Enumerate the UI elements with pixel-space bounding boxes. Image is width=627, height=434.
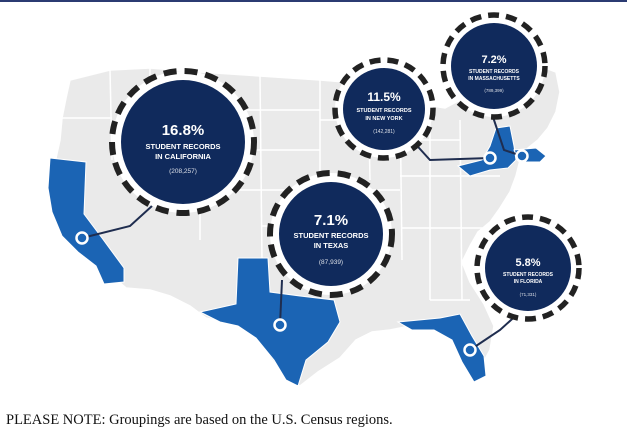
callout-line2: IN FLORIDA: [514, 279, 543, 285]
callout-line1: STUDENT RECORDS: [503, 272, 554, 278]
callout-florida: 5.8% STUDENT RECORDS IN FLORIDA (71,331): [474, 214, 582, 322]
callout-line2: IN NEW YORK: [365, 116, 402, 122]
callout-line1: STUDENT RECORDS: [293, 231, 368, 240]
callout-pct: 11.5%: [367, 90, 401, 104]
callout-pct: 5.8%: [515, 257, 540, 269]
callout-texas: 7.1% STUDENT RECORDS IN TEXAS (87,939): [267, 170, 395, 298]
census-note: PLEASE NOTE: Groupings are based on the …: [6, 412, 393, 428]
callout-line2: IN TEXAS: [314, 241, 349, 250]
callout-count: (789,399): [484, 88, 504, 93]
callout-pct: 7.2%: [481, 54, 506, 66]
bubble: [343, 68, 425, 150]
callout-line1: STUDENT RECORDS: [145, 142, 220, 151]
callout-line2: IN CALIFORNIA: [155, 152, 211, 161]
marker-california: [75, 231, 89, 245]
bubble: [279, 182, 383, 286]
callout-count: (71,331): [520, 292, 537, 297]
callout-line2: IN MASSACHUSETTS: [468, 76, 520, 82]
state-california: [47, 157, 125, 285]
callout-count: (208,257): [169, 168, 197, 175]
state-new-york: [456, 125, 517, 177]
marker-new-york: [483, 151, 497, 165]
callout-massachusetts: 7.2% STUDENT RECORDS IN MASSACHUSETTS (7…: [440, 12, 548, 120]
callout-count: (87,939): [319, 259, 343, 266]
us-map: 16.8% STUDENT RECORDS IN CALIFORNIA (208…: [47, 12, 582, 387]
callout-new-york: 11.5% STUDENT RECORDS IN NEW YORK (142,2…: [332, 57, 436, 161]
callout-line1: STUDENT RECORDS: [356, 108, 411, 114]
callout-count: (142,281): [373, 129, 395, 135]
bubble: [121, 80, 245, 204]
callout-line1: STUDENT RECORDS: [469, 69, 520, 75]
marker-massachusetts: [515, 149, 529, 163]
state-texas: [198, 257, 341, 387]
callout-pct: 7.1%: [314, 212, 348, 229]
callout-pct: 16.8%: [162, 122, 205, 139]
marker-florida: [463, 343, 477, 357]
state-florida: [396, 313, 487, 383]
top-rule: [0, 0, 627, 2]
marker-texas: [273, 318, 287, 332]
callout-california: 16.8% STUDENT RECORDS IN CALIFORNIA (208…: [109, 68, 257, 216]
bubble: [485, 225, 571, 311]
bubble: [451, 23, 537, 109]
location-markers: [75, 149, 529, 357]
